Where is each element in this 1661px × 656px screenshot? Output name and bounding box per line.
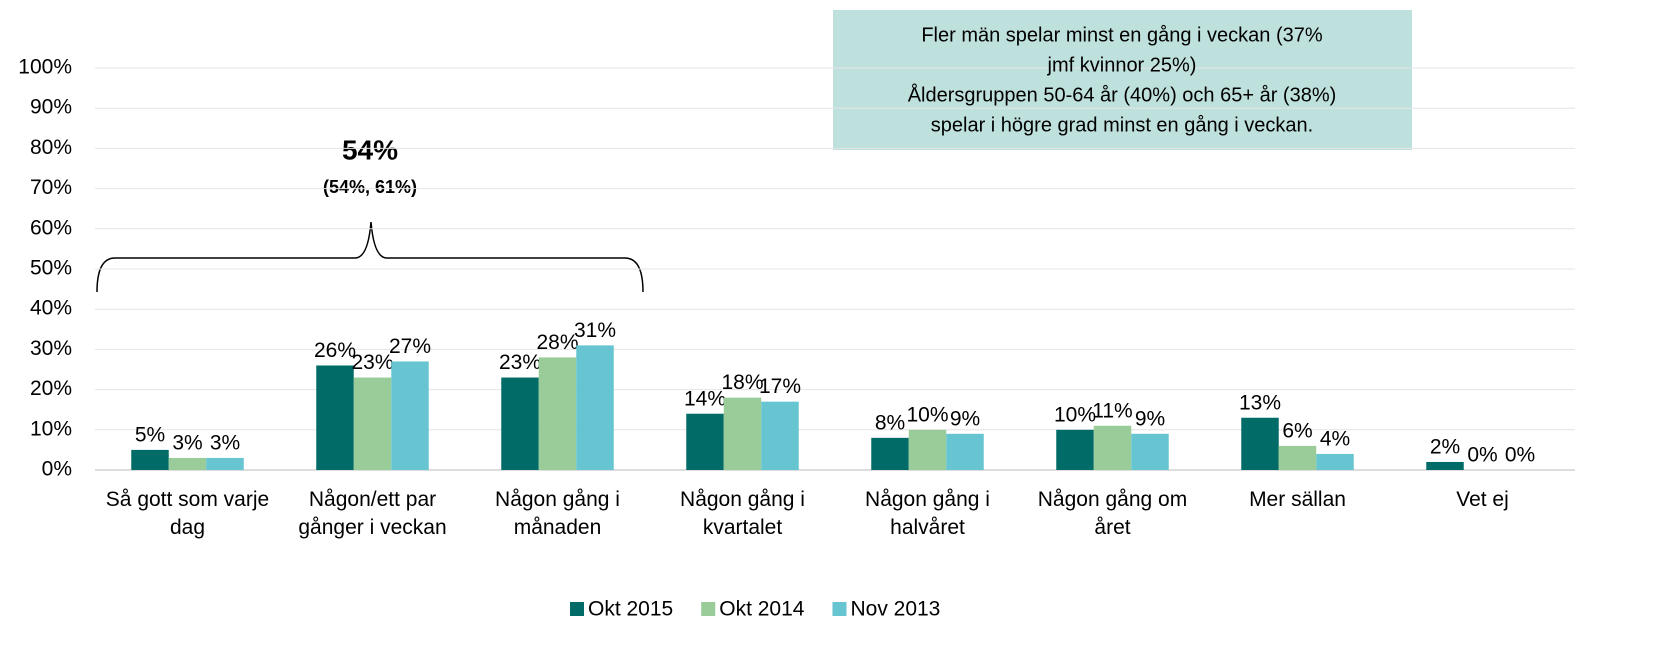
y-tick-label: 60% xyxy=(30,216,72,239)
bar xyxy=(391,361,429,470)
bar xyxy=(686,413,724,470)
x-tick-label: Så gott som varje dag xyxy=(105,488,270,539)
y-tick-label: 90% xyxy=(30,96,72,119)
y-tick-label: 50% xyxy=(30,257,72,280)
bar xyxy=(1241,417,1279,470)
bar xyxy=(576,345,614,470)
value-label: 27% xyxy=(389,335,431,358)
bar xyxy=(1131,433,1169,470)
y-tick-label: 10% xyxy=(30,417,72,440)
legend-swatch xyxy=(701,602,716,616)
y-tick-label: 100% xyxy=(18,56,72,79)
value-label: 10% xyxy=(906,403,948,426)
bracket-value: 54% xyxy=(342,134,398,165)
bar xyxy=(206,457,244,470)
legend-label: Nov 2013 xyxy=(850,598,940,621)
note-box xyxy=(833,10,1412,150)
x-tick-label: Någon gång i halvåret xyxy=(865,488,990,539)
value-label: 0% xyxy=(1467,444,1497,467)
bar xyxy=(1093,425,1132,470)
bar xyxy=(1316,453,1354,470)
note-text: Åldersgruppen 50-64 år (40%) och 65+ år … xyxy=(908,83,1337,106)
bar xyxy=(353,377,392,470)
value-label: 3% xyxy=(172,431,202,454)
bar xyxy=(1426,461,1464,470)
bar xyxy=(1278,445,1317,470)
legend-label: Okt 2015 xyxy=(588,598,673,621)
value-label: 9% xyxy=(950,407,980,430)
bar xyxy=(908,429,947,470)
value-label: 14% xyxy=(684,387,726,410)
legend-label: Okt 2014 xyxy=(719,598,805,621)
value-label: 10% xyxy=(1054,403,1096,426)
x-tick-label: Någon gång i kvartalet xyxy=(680,488,805,539)
value-label: 5% xyxy=(135,423,165,446)
value-label: 18% xyxy=(721,371,763,394)
y-tick-label: 20% xyxy=(30,377,72,400)
y-tick-label: 70% xyxy=(30,176,72,199)
value-label: 8% xyxy=(875,411,905,434)
y-tick-label: 40% xyxy=(30,297,72,320)
value-label: 17% xyxy=(759,375,801,398)
x-tick-label: Någon/ett par gånger i veckan xyxy=(298,488,447,539)
value-label: 6% xyxy=(1282,419,1312,442)
x-tick-label: Någon gång om året xyxy=(1037,488,1188,539)
bracket xyxy=(96,221,644,293)
value-label: 4% xyxy=(1320,427,1350,450)
x-tick-label: Någon gång i månaden xyxy=(495,488,620,539)
note-text: jmf kvinnor 25%) xyxy=(1047,54,1197,76)
note-text: spelar i högre grad minst en gång i veck… xyxy=(931,114,1313,136)
bar xyxy=(316,365,354,470)
bar xyxy=(723,397,762,470)
bar xyxy=(131,449,169,470)
bar xyxy=(168,457,207,470)
bar xyxy=(761,401,799,470)
value-label: 3% xyxy=(210,431,240,454)
value-label: 23% xyxy=(351,351,393,374)
x-tick-label: Mer sällan xyxy=(1249,488,1346,511)
value-label: 28% xyxy=(536,331,578,354)
value-label: 13% xyxy=(1239,391,1281,414)
value-label: 2% xyxy=(1430,436,1460,459)
value-label: 0% xyxy=(1505,444,1535,467)
y-tick-label: 80% xyxy=(30,136,72,159)
value-label: 11% xyxy=(1092,399,1132,422)
x-tick-label: Vet ej xyxy=(1456,488,1509,511)
bar xyxy=(946,433,984,470)
legend-swatch xyxy=(570,602,584,616)
note-text: Fler män spelar minst en gång i veckan (… xyxy=(921,24,1323,46)
value-label: 31% xyxy=(574,319,616,342)
bar xyxy=(871,437,909,470)
y-tick-label: 0% xyxy=(42,458,72,481)
y-tick-label: 30% xyxy=(30,337,72,360)
bar xyxy=(538,357,577,470)
value-label: 9% xyxy=(1135,407,1165,430)
value-label: 23% xyxy=(499,351,541,374)
bar xyxy=(1056,429,1094,470)
value-label: 26% xyxy=(314,339,356,362)
legend-swatch xyxy=(832,602,847,616)
bracket-sub: (54%, 61%) xyxy=(323,177,417,197)
bar xyxy=(501,377,539,470)
